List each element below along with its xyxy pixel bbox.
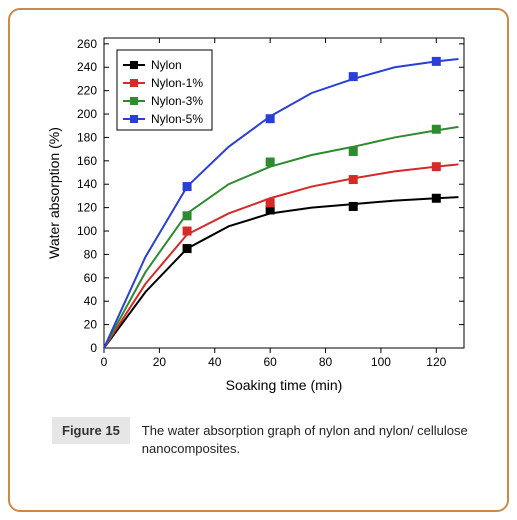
svg-text:Nylon-1%: Nylon-1% <box>151 76 203 90</box>
svg-text:160: 160 <box>76 154 96 168</box>
svg-text:120: 120 <box>76 201 96 215</box>
chart-container: 0 20 40 60 80 100 120 0 20 40 60 80 100 120 140 160 180 2… <box>22 28 495 403</box>
svg-text:Water absorption (%): Water absorption (%) <box>46 127 62 259</box>
water-absorption-chart: 0 20 40 60 80 100 120 0 20 40 60 80 100 120 140 160 180 2… <box>39 28 479 403</box>
svg-text:20: 20 <box>83 318 97 332</box>
svg-text:20: 20 <box>152 355 166 369</box>
svg-text:Nylon-5%: Nylon-5% <box>151 112 203 126</box>
svg-text:40: 40 <box>208 355 222 369</box>
svg-text:120: 120 <box>426 355 446 369</box>
figure-frame: 0 20 40 60 80 100 120 0 20 40 60 80 100 120 140 160 180 2… <box>8 8 509 512</box>
svg-text:140: 140 <box>76 177 96 191</box>
svg-text:60: 60 <box>83 271 97 285</box>
svg-text:Nylon: Nylon <box>151 58 182 72</box>
svg-text:40: 40 <box>83 294 97 308</box>
svg-text:100: 100 <box>76 224 96 238</box>
svg-text:180: 180 <box>76 130 96 144</box>
svg-text:100: 100 <box>370 355 390 369</box>
svg-text:60: 60 <box>263 355 277 369</box>
figure-caption: The water absorption graph of nylon and … <box>142 417 485 457</box>
svg-text:Nylon-3%: Nylon-3% <box>151 94 203 108</box>
svg-text:Soaking time (min): Soaking time (min) <box>225 377 342 393</box>
svg-text:260: 260 <box>76 37 96 51</box>
svg-text:0: 0 <box>90 341 97 355</box>
svg-text:220: 220 <box>76 84 96 98</box>
svg-text:80: 80 <box>318 355 332 369</box>
svg-text:240: 240 <box>76 60 96 74</box>
svg-text:200: 200 <box>76 107 96 121</box>
caption-row: Figure 15 The water absorption graph of … <box>22 417 495 457</box>
svg-text:80: 80 <box>83 247 97 261</box>
svg-text:0: 0 <box>100 355 107 369</box>
figure-tag: Figure 15 <box>52 417 130 444</box>
